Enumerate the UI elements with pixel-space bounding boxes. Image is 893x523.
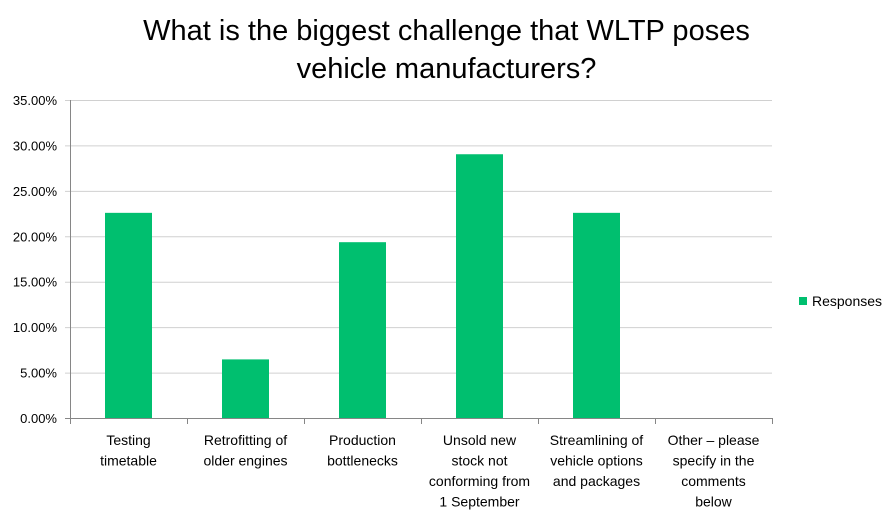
chart-title: What is the biggest challenge that WLTP … bbox=[0, 12, 893, 88]
x-tick-label: bottlenecks bbox=[327, 453, 398, 469]
x-tick-label: older engines bbox=[203, 453, 287, 469]
x-tick-label: vehicle options bbox=[550, 453, 643, 469]
x-tick-label: 1 September bbox=[439, 494, 519, 510]
legend-swatch bbox=[799, 297, 807, 305]
bar bbox=[222, 359, 269, 418]
x-tick-label: comments bbox=[681, 473, 746, 489]
x-tick-label: specify in the bbox=[673, 453, 755, 469]
x-tick-label: Testing bbox=[106, 432, 150, 448]
y-tick-label: 20.00% bbox=[13, 229, 58, 244]
x-tick-label: Retrofitting of bbox=[204, 432, 287, 448]
x-tick-label: stock not bbox=[451, 453, 507, 469]
chart-title-line: vehicle manufacturers? bbox=[296, 53, 597, 85]
bar bbox=[573, 212, 620, 418]
bar bbox=[456, 154, 503, 419]
x-tick-label: Streamlining of bbox=[550, 432, 643, 448]
bar bbox=[105, 212, 152, 418]
x-tick-label: Unsold new bbox=[443, 432, 517, 448]
legend-label: Responses bbox=[812, 293, 883, 309]
y-tick-label: 30.00% bbox=[13, 138, 58, 153]
y-tick-label: 15.00% bbox=[13, 275, 58, 290]
x-tick-label: Other – please bbox=[668, 432, 760, 448]
x-tick-label: conforming from bbox=[429, 473, 530, 489]
bar bbox=[339, 242, 386, 418]
y-tick-label: 5.00% bbox=[20, 366, 57, 381]
x-tick-label: timetable bbox=[100, 453, 157, 469]
x-tick-label: and packages bbox=[553, 473, 640, 489]
legend: Responses bbox=[799, 293, 882, 309]
x-tick-label: Production bbox=[329, 432, 396, 448]
chart-title-line: What is the biggest challenge that WLTP … bbox=[143, 15, 750, 47]
y-tick-label: 35.00% bbox=[13, 93, 58, 108]
y-tick-label: 10.00% bbox=[13, 320, 58, 335]
y-tick-label: 0.00% bbox=[20, 411, 57, 426]
y-tick-label: 25.00% bbox=[13, 184, 58, 199]
x-tick-label: below bbox=[695, 494, 732, 510]
